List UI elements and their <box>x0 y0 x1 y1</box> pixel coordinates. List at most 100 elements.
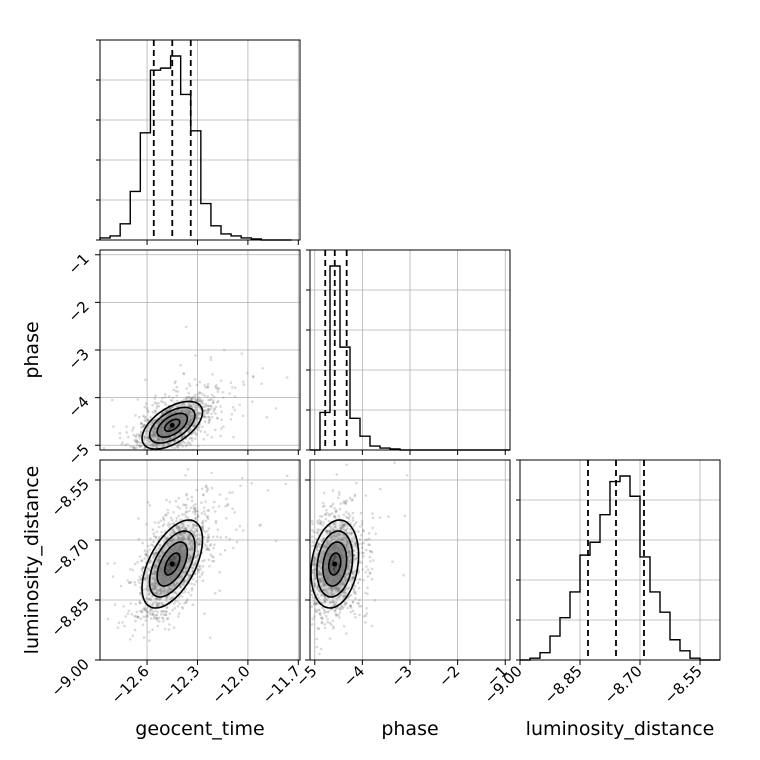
x-tick-label: −8.55 <box>661 662 706 707</box>
sample-point <box>204 530 207 534</box>
sample-point <box>185 387 188 390</box>
sample-point <box>190 499 194 503</box>
sample-point <box>138 575 142 579</box>
sample-point <box>214 385 217 389</box>
sample-point <box>189 428 192 431</box>
sample-point <box>168 570 172 574</box>
sample-point <box>322 521 326 524</box>
sample-point <box>161 524 165 528</box>
sample-point <box>186 535 190 539</box>
sample-point <box>152 444 156 448</box>
sample-point <box>167 417 171 421</box>
sample-point <box>141 425 145 429</box>
sample-point <box>198 413 202 416</box>
sample-point <box>140 422 143 425</box>
sample-point <box>193 424 196 428</box>
sample-point <box>201 559 204 563</box>
sample-point <box>181 435 184 439</box>
sample-point <box>212 506 215 509</box>
sample-point <box>169 398 173 402</box>
sample-point <box>155 564 159 567</box>
sample-point <box>166 425 170 428</box>
sample-point <box>174 434 177 438</box>
sample-point <box>196 513 200 517</box>
sample-point <box>154 444 158 448</box>
sample-point <box>174 548 177 551</box>
sample-point <box>169 412 172 415</box>
sample-point <box>364 570 368 574</box>
sample-point <box>154 564 157 567</box>
sample-point <box>190 437 194 440</box>
sample-point <box>195 383 199 387</box>
sample-point <box>140 422 143 426</box>
sample-point <box>181 444 185 448</box>
sample-point <box>191 526 194 529</box>
sample-point <box>206 486 209 490</box>
sample-point <box>158 438 161 441</box>
sample-point <box>153 435 156 438</box>
sample-point <box>180 409 184 413</box>
sample-point <box>355 521 358 524</box>
sample-point <box>187 412 190 415</box>
sample-point <box>141 541 144 545</box>
sample-point <box>206 411 209 415</box>
sample-point <box>158 427 162 430</box>
sample-point <box>183 570 187 574</box>
sample-point <box>158 602 161 605</box>
sample-point <box>184 548 187 552</box>
sample-point <box>319 556 323 559</box>
sample-point <box>198 564 201 568</box>
sample-point <box>183 415 186 418</box>
sample-point <box>202 415 205 418</box>
sample-point <box>179 431 183 435</box>
sample-point <box>231 491 234 494</box>
sample-point <box>225 497 228 501</box>
sample-point <box>371 526 375 530</box>
sample-point <box>341 538 345 542</box>
sample-point <box>195 529 199 533</box>
sample-point <box>118 432 122 435</box>
sample-point <box>180 421 183 425</box>
sample-point <box>138 434 141 437</box>
sample-point <box>155 565 158 568</box>
sample-point <box>188 541 192 545</box>
sample-point <box>159 581 163 584</box>
sample-point <box>329 536 333 540</box>
x-axis-label-geocent_time: geocent_time <box>135 718 264 740</box>
sample-point <box>164 393 167 396</box>
sample-point <box>159 568 163 571</box>
x-tick-label: −8.85 <box>541 662 586 707</box>
sample-point <box>146 588 149 592</box>
sample-point <box>181 536 185 540</box>
sample-point <box>165 432 168 436</box>
sample-point <box>159 429 163 433</box>
sample-point <box>212 535 215 539</box>
histogram-luminosity_distance <box>520 475 720 661</box>
sample-point <box>335 554 339 558</box>
x-tick-label: −12.6 <box>108 662 153 707</box>
sample-point <box>126 579 129 582</box>
sample-point <box>166 433 170 437</box>
sample-point <box>161 616 164 619</box>
sample-point <box>332 538 335 541</box>
sample-point <box>217 399 220 403</box>
sample-point <box>169 411 173 415</box>
sample-point <box>184 427 187 430</box>
sample-point <box>358 525 362 528</box>
sample-point <box>203 394 206 397</box>
sample-point <box>173 420 176 424</box>
sample-point <box>160 437 163 441</box>
sample-point <box>180 414 184 418</box>
sample-point <box>176 428 179 432</box>
sample-point <box>322 546 325 549</box>
sample-point <box>207 535 210 538</box>
sample-point <box>137 615 140 619</box>
sample-point <box>167 437 171 440</box>
sample-point <box>162 579 165 583</box>
sample-point <box>126 612 130 615</box>
sample-point <box>145 523 148 526</box>
sample-point <box>235 528 238 532</box>
sample-point <box>333 548 336 552</box>
sample-point <box>338 616 341 619</box>
sample-point <box>210 416 214 419</box>
